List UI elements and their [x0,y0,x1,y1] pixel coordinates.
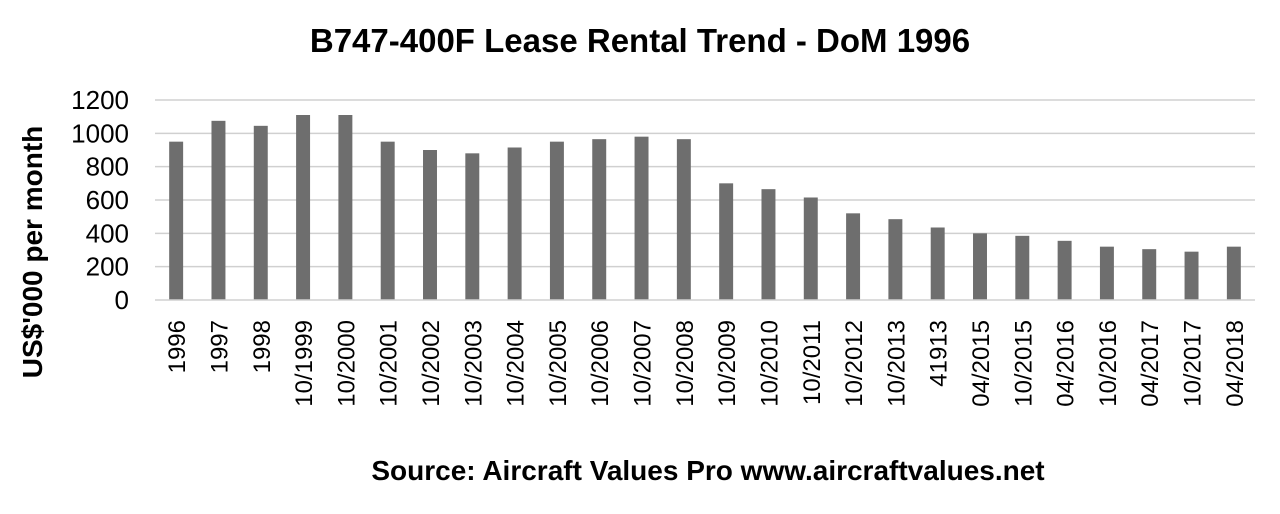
y-tick-label: 400 [86,218,129,248]
bar [507,147,522,300]
x-axis-label: Source: Aircraft Values Pro www.aircraft… [371,455,1044,486]
x-tick-label: 1997 [206,320,233,373]
bar [676,139,691,300]
bar [465,153,480,300]
bar [253,125,268,300]
bar [930,227,945,300]
y-tick-label: 0 [115,285,129,315]
x-tick-label: 10/2015 [1010,320,1037,407]
x-tick-label: 10/1999 [291,320,318,407]
bar [1057,240,1072,300]
x-tick-label: 10/2012 [841,320,868,407]
x-tick-label: 04/2015 [968,320,995,407]
bar [211,120,226,300]
bar [634,136,649,300]
gridlines [155,99,1255,268]
x-tick-label: 10/2001 [376,320,403,407]
x-tick-label: 1998 [249,320,276,373]
bar [761,189,776,300]
bar [1099,246,1114,300]
bar [169,141,184,300]
x-tick-label: 10/2016 [1095,320,1122,407]
bar [1226,246,1241,300]
x-tick-label: 10/2009 [714,320,741,407]
x-axis-ticks: 1996 1997 1998 10/1999 10/2000 10/2001 10/2002… [164,320,1249,407]
bar [1184,251,1199,300]
y-tick-label: 600 [86,185,129,215]
x-tick-label: 10/2017 [1180,320,1207,407]
bar [973,233,987,300]
bar [592,139,607,300]
x-tick-label: 10/2002 [418,320,445,407]
x-tick-label: 10/2007 [630,320,657,407]
x-tick-label: 10/2006 [587,320,614,407]
bar [1142,249,1157,300]
bar [296,115,311,300]
x-tick-label: 10/2011 [799,320,826,405]
x-tick-label: 10/2000 [333,320,360,407]
y-axis-label: US$'000 per month [17,126,48,379]
bar [719,183,734,300]
y-tick-label: 1000 [71,118,129,148]
x-tick-label: 10/2010 [756,320,783,407]
bar [338,115,353,300]
bar [846,213,861,300]
bar [1015,235,1030,300]
chart-title: B747-400F Lease Rental Trend - DoM 1996 [310,22,970,59]
x-tick-label: 04/2017 [1137,320,1164,407]
x-tick-label: 10/2004 [503,320,530,407]
bar [423,150,437,300]
y-tick-label: 800 [86,152,129,182]
bar [380,141,395,300]
bars [169,115,1241,300]
x-tick-label: 04/2016 [1053,320,1080,407]
bar [549,141,564,300]
x-tick-label: 1996 [164,320,191,373]
bar [888,219,903,300]
x-tick-label: 41913 [926,320,953,387]
bar [803,197,818,300]
x-tick-label: 10/2005 [545,320,572,407]
x-tick-label: 10/2003 [460,320,487,407]
x-tick-label: 10/2013 [883,320,910,407]
x-tick-label: 04/2018 [1222,320,1249,407]
y-tick-label: 200 [86,252,129,282]
y-tick-label: 1200 [71,85,129,115]
x-tick-label: 10/2008 [672,320,699,407]
